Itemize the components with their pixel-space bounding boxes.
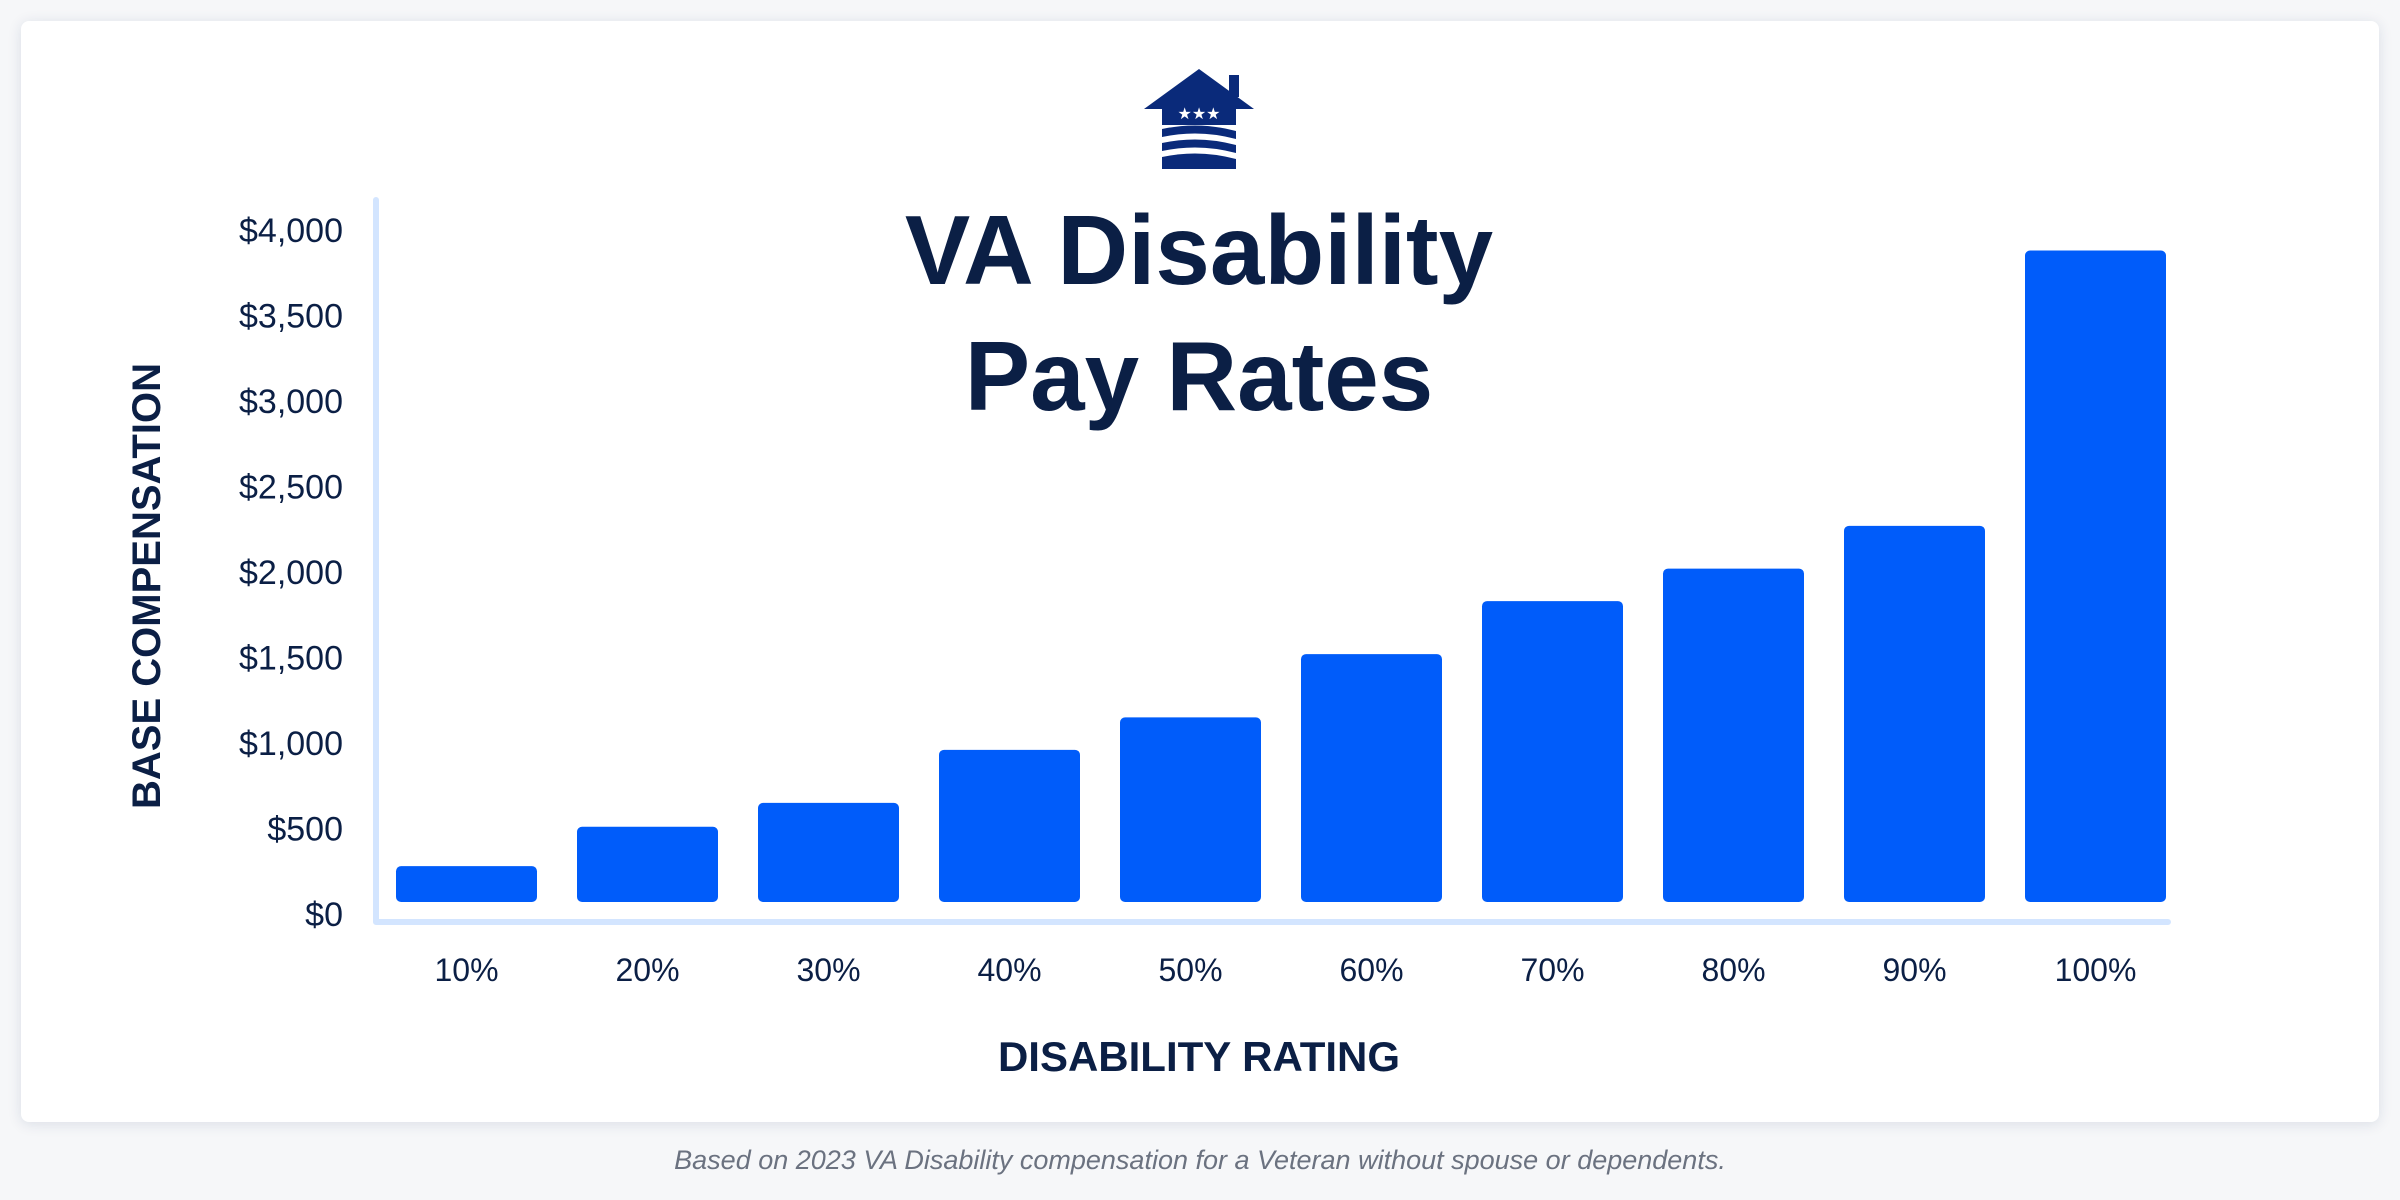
x-tick-label: 40% [977, 952, 1041, 988]
x-tick-label: 70% [1520, 952, 1584, 988]
x-tick-label: 30% [796, 952, 860, 988]
x-tick-label: 80% [1701, 952, 1765, 988]
y-axis-label: BASE COMPENSATION [125, 363, 169, 809]
bar-20pct [577, 826, 718, 902]
bar-10pct [396, 866, 537, 902]
x-tick-label: 50% [1158, 952, 1222, 988]
y-tick-label: $500 [267, 811, 343, 849]
y-tick-label: $2,000 [239, 554, 343, 592]
x-tick-label: 90% [1882, 952, 1946, 988]
chart-title-line-1: VA Disability [905, 195, 1493, 305]
bar-50pct [1120, 717, 1261, 902]
svg-text:★★★: ★★★ [1177, 104, 1220, 123]
y-tick-label: $1,500 [239, 640, 343, 678]
axis-lines [373, 197, 2171, 925]
y-tick-label: $3,000 [239, 383, 343, 421]
bar-70pct [1482, 601, 1623, 902]
chart-card [21, 21, 2379, 1122]
logo-icon: ★★★ [1144, 69, 1254, 169]
bar-60pct [1301, 654, 1442, 902]
y-tick-label: $0 [305, 896, 343, 934]
x-tick-label: 100% [2055, 952, 2137, 988]
x-tick-label: 20% [615, 952, 679, 988]
x-tick-label: 10% [434, 952, 498, 988]
x-tick-label: 60% [1339, 952, 1403, 988]
footnote-caption: Based on 2023 VA Disability compensation… [674, 1145, 1726, 1175]
y-tick-label: $4,000 [239, 212, 343, 250]
y-tick-label: $2,500 [239, 469, 343, 507]
bar-30pct [758, 802, 899, 902]
bar-40pct [939, 749, 1080, 902]
x-axis-label: DISABILITY RATING [998, 1033, 1400, 1080]
bar-80pct [1663, 568, 1804, 902]
y-tick-label: $1,000 [239, 725, 343, 763]
y-tick-label: $3,500 [239, 298, 343, 336]
chart-title-line-2: Pay Rates [965, 321, 1434, 431]
bar-90pct [1844, 525, 1985, 902]
bar-100pct [2025, 250, 2166, 902]
